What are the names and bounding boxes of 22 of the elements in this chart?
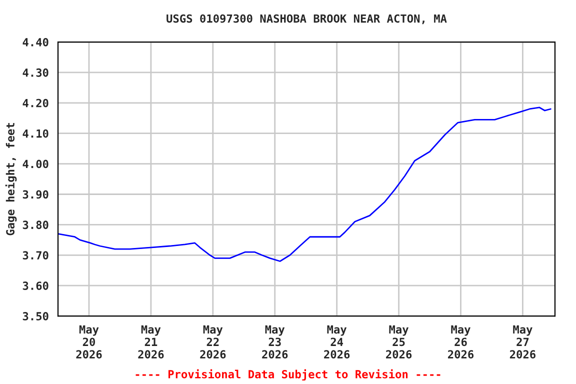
x-tick-label: May 21 2026	[138, 325, 164, 359]
x-tick-label: May 25 2026	[386, 325, 412, 359]
y-tick-label: 3.60	[22, 282, 48, 290]
line-series	[58, 106, 552, 262]
y-tick-label: 4.10	[22, 129, 48, 138]
x-tick-label: May 20 2026	[76, 325, 102, 359]
y-tick-label: 3.50	[22, 312, 48, 320]
y-tick-label: 4.40	[22, 38, 48, 46]
y-tick-label: 4.30	[22, 68, 48, 77]
x-tick-label: May 22 2026	[200, 325, 226, 359]
x-tick-label: May 24 2026	[324, 325, 350, 359]
y-tick-label: 4.00	[22, 160, 48, 168]
y-tick-label: 4.20	[22, 98, 48, 108]
y-tick-label: 3.70	[22, 251, 48, 260]
chart-title: USGS 01097300 NASHOBA BROOK NEAR ACTON, MA	[166, 14, 447, 24]
text: ---- Provisional Data Subject to Revision ----	[136, 369, 440, 381]
y-axis-title: Gage height, feet	[5, 123, 17, 236]
x-tick-label: May 27 2026	[510, 325, 536, 359]
y-tick-label: 3.80	[22, 220, 48, 230]
x-tick-label: May 23 2026	[262, 325, 288, 359]
x-tick-label: May 26 2026	[448, 325, 474, 359]
y-tick-label: 3.90	[22, 190, 48, 199]
